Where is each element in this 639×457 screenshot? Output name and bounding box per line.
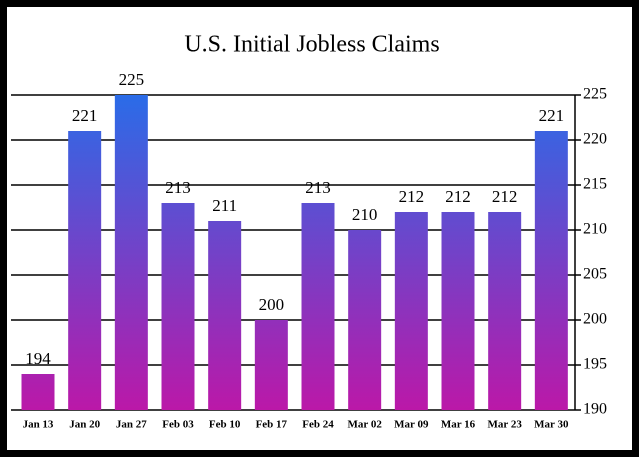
bar	[534, 131, 568, 410]
chart-title: U.S. Initial Jobless Claims	[184, 32, 439, 58]
bar	[254, 320, 288, 410]
bar	[21, 374, 55, 410]
x-tick-label: Feb 03	[162, 419, 194, 431]
bar	[488, 212, 522, 410]
x-tick-label: Jan 20	[69, 419, 100, 431]
value-label: 212	[445, 187, 471, 206]
x-tick-label: Mar 30	[534, 419, 569, 431]
value-label: 221	[539, 106, 565, 125]
x-tick-label: Mar 09	[394, 419, 429, 431]
bar	[441, 212, 475, 410]
value-label: 225	[119, 70, 145, 89]
bar	[394, 212, 428, 410]
y-tick-label: 210	[583, 221, 607, 238]
bar	[68, 131, 102, 410]
value-label: 221	[72, 106, 98, 125]
bar	[348, 230, 382, 410]
value-label: 213	[165, 178, 191, 197]
value-label: 200	[259, 295, 285, 314]
x-tick-label: Mar 23	[488, 419, 523, 431]
y-tick-label: 205	[583, 266, 607, 283]
value-label: 212	[492, 187, 518, 206]
value-label: 210	[352, 205, 378, 224]
value-label: 212	[399, 187, 425, 206]
bar	[208, 221, 242, 410]
y-tick-label: 190	[583, 401, 607, 418]
x-tick-label: Jan 13	[23, 419, 54, 431]
value-label: 194	[25, 349, 51, 368]
x-tick-label: Jan 27	[116, 419, 147, 431]
y-tick-label: 220	[583, 131, 607, 148]
x-tick-label: Mar 02	[348, 419, 383, 431]
x-tick-label: Mar 16	[441, 419, 476, 431]
value-label: 211	[212, 196, 237, 215]
x-tick-label: Feb 10	[209, 419, 241, 431]
x-tick-label: Feb 24	[302, 419, 334, 431]
bar	[161, 203, 195, 410]
y-tick-label: 195	[583, 356, 607, 373]
bar	[114, 95, 148, 410]
y-tick-label: 215	[583, 176, 607, 193]
y-tick-label: 225	[583, 86, 607, 103]
y-tick-label: 200	[583, 311, 607, 328]
bar	[301, 203, 335, 410]
value-label: 213	[305, 178, 331, 197]
x-tick-label: Feb 17	[256, 419, 288, 431]
